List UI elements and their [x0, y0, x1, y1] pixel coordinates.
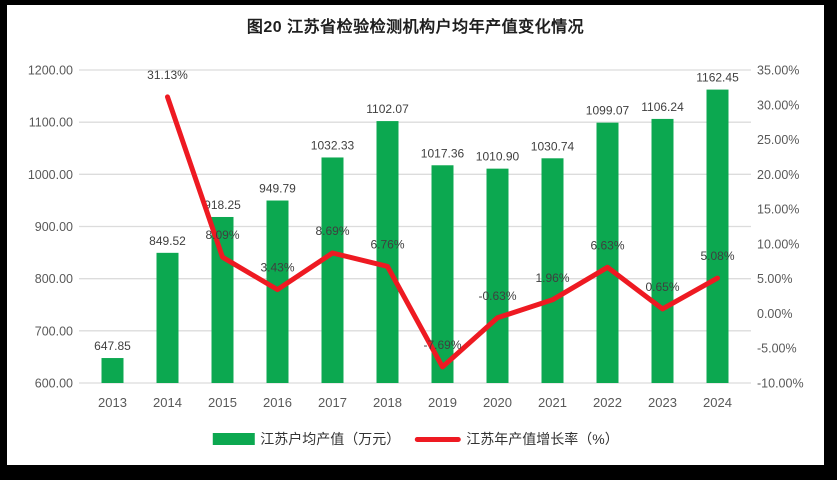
chart-title: 图20 江苏省检验检测机构户均年产值变化情况: [246, 19, 585, 36]
bar-value-label: 1010.90: [476, 150, 520, 164]
bar-2024: [706, 89, 729, 383]
bar-2021: [541, 158, 564, 383]
left-axis-tick-label: 1000.00: [28, 168, 73, 182]
right-axis-tick-label: 30.00%: [757, 98, 799, 112]
growth-rate-line: [165, 94, 720, 370]
line-value-label: 31.13%: [147, 68, 188, 82]
bar-value-label: 1102.07: [366, 102, 409, 116]
right-axis-tick-label: 15.00%: [757, 203, 799, 217]
bar-value-label: 1099.07: [586, 104, 630, 118]
x-axis-label: 2018: [373, 395, 402, 410]
bar-value-label: 1030.74: [531, 139, 575, 153]
left-axis-tick-label: 800.00: [35, 272, 73, 286]
line-value-label: 5.08%: [700, 249, 734, 263]
bar-2018: [376, 121, 399, 383]
x-axis-label: 2016: [263, 395, 292, 410]
x-axis-label: 2017: [318, 395, 347, 410]
line-value-label: 8.09%: [205, 228, 239, 242]
right-axis-tick-label: 20.00%: [757, 168, 799, 182]
right-axis-tick-label: 10.00%: [757, 237, 799, 251]
x-axis-label: 2021: [538, 395, 567, 410]
x-axis-label: 2024: [703, 395, 732, 410]
line-series-label: 江苏年产值增长率（%）: [466, 431, 619, 447]
bar-value-label: 849.52: [149, 234, 186, 248]
combo-chart: 600.00 700.00 800.00 900.00 1000.00 1100.00 12…: [28, 64, 804, 411]
right-axis-tick-label: 35.00%: [757, 64, 799, 78]
line-series-swatch: [414, 436, 461, 442]
line-value-label: 8.69%: [315, 224, 349, 238]
x-axis-label: 2020: [483, 395, 512, 410]
right-axis-tick-label: -5.00%: [757, 342, 797, 356]
legend: 江苏户均产值（万元） 江苏年产值增长率（%）: [212, 429, 619, 449]
bar-value-label: 918.25: [204, 198, 241, 212]
left-axis-tick-label: 600.00: [35, 377, 73, 391]
line-value-label: -0.63%: [478, 289, 516, 303]
legend-item-bar-series: 江苏户均产值（万元）: [212, 429, 400, 449]
line-value-label: -7.69%: [423, 338, 461, 352]
bar-2020: [486, 168, 509, 383]
bar-2022: [596, 122, 619, 383]
bar-value-label: 647.85: [94, 339, 131, 353]
line-value-label: 3.43%: [260, 261, 294, 275]
left-axis-tick-label: 1100.00: [29, 116, 73, 130]
bar-2014: [156, 252, 179, 383]
left-axis-tick-label: 1200.00: [28, 64, 73, 78]
chart-sheet: 图20 江苏省检验检测机构户均年产值变化情况 600.00 700.00 800.0…: [7, 5, 824, 465]
x-axis-label: 2022: [593, 395, 622, 410]
bar-value-label: 1017.36: [421, 146, 465, 160]
x-axis-label: 2015: [208, 395, 237, 410]
right-axis-tick-label: -10.00%: [757, 377, 804, 391]
bar-2023: [651, 118, 674, 383]
bar-series-label: 江苏户均产值（万元）: [260, 431, 401, 447]
x-axis-label: 2023: [648, 395, 677, 410]
line-value-label: 6.63%: [590, 238, 624, 252]
legend-item-line-series: 江苏年产值增长率（%）: [414, 429, 619, 449]
bar-series-swatch: [212, 433, 255, 445]
bar-value-label: 1106.24: [641, 100, 684, 114]
x-axis-label: 2013: [98, 395, 127, 410]
bar-2019: [431, 165, 454, 383]
bar-2017: [321, 157, 344, 383]
line-value-label: 1.96%: [535, 271, 569, 285]
x-axis-label: 2019: [428, 395, 457, 410]
right-axis-tick-label: 5.00%: [757, 272, 792, 286]
line-value-label: 0.65%: [645, 280, 679, 294]
left-axis-tick-label: 900.00: [35, 220, 73, 234]
right-axis-tick-label: 25.00%: [757, 133, 799, 147]
bar-value-label: 1032.33: [311, 138, 355, 152]
right-axis-tick-label: 0.00%: [757, 307, 792, 321]
line-value-label: 6.76%: [370, 237, 404, 251]
left-axis-tick-label: 700.00: [35, 324, 73, 338]
bar-value-label: 1162.45: [696, 71, 739, 85]
bar-value-label: 949.79: [259, 182, 296, 196]
x-axis-label: 2014: [153, 395, 182, 410]
bar-2013: [101, 358, 124, 383]
